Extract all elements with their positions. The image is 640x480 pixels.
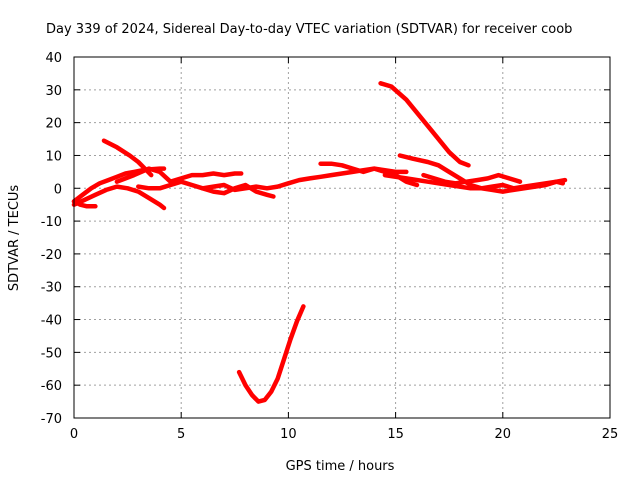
y-tick-label: 20 bbox=[45, 117, 62, 132]
x-axis-label: GPS time / hours bbox=[286, 459, 395, 474]
x-tick-label: 0 bbox=[70, 427, 78, 442]
series-arc-3 bbox=[71, 184, 167, 211]
y-tick-label: 0 bbox=[54, 182, 62, 197]
x-tick-label: 20 bbox=[495, 427, 512, 442]
y-axis-label: SDTVAR / TECUs bbox=[7, 185, 22, 292]
x-tick-label: 5 bbox=[177, 427, 185, 442]
plot-frame bbox=[73, 56, 611, 419]
series-arc-6 bbox=[136, 179, 276, 199]
x-tick-label: 10 bbox=[280, 427, 297, 442]
y-tick-label: 30 bbox=[45, 84, 62, 99]
x-tick-label: 15 bbox=[387, 427, 404, 442]
series-arc-4 bbox=[71, 199, 98, 209]
y-tick-label: -30 bbox=[41, 281, 62, 296]
series-arc-13 bbox=[236, 304, 306, 404]
y-tick-label: -60 bbox=[41, 379, 62, 394]
y-tick-label: -50 bbox=[41, 346, 62, 361]
chart-title: Day 339 of 2024, Sidereal Day-to-day VTE… bbox=[46, 22, 572, 37]
series-arc-12 bbox=[421, 172, 523, 186]
y-tick-label: -10 bbox=[41, 215, 62, 230]
axis-ticks: 0 5 10 15 20 25 -70 -60 -50 -40 -30 -20 -10 0 10 20 30 40 bbox=[41, 51, 619, 442]
y-tick-label: -70 bbox=[41, 412, 62, 427]
x-tick-label: 25 bbox=[602, 427, 619, 442]
y-tick-label: 10 bbox=[45, 149, 62, 164]
series-arc-11 bbox=[382, 172, 568, 194]
y-tick-label: -20 bbox=[41, 248, 62, 263]
y-tick-label: -40 bbox=[41, 314, 62, 329]
series-arc-5 bbox=[114, 166, 244, 184]
series-arc-9 bbox=[378, 81, 471, 168]
y-tick-label: 40 bbox=[45, 51, 62, 66]
series-group bbox=[71, 81, 568, 404]
